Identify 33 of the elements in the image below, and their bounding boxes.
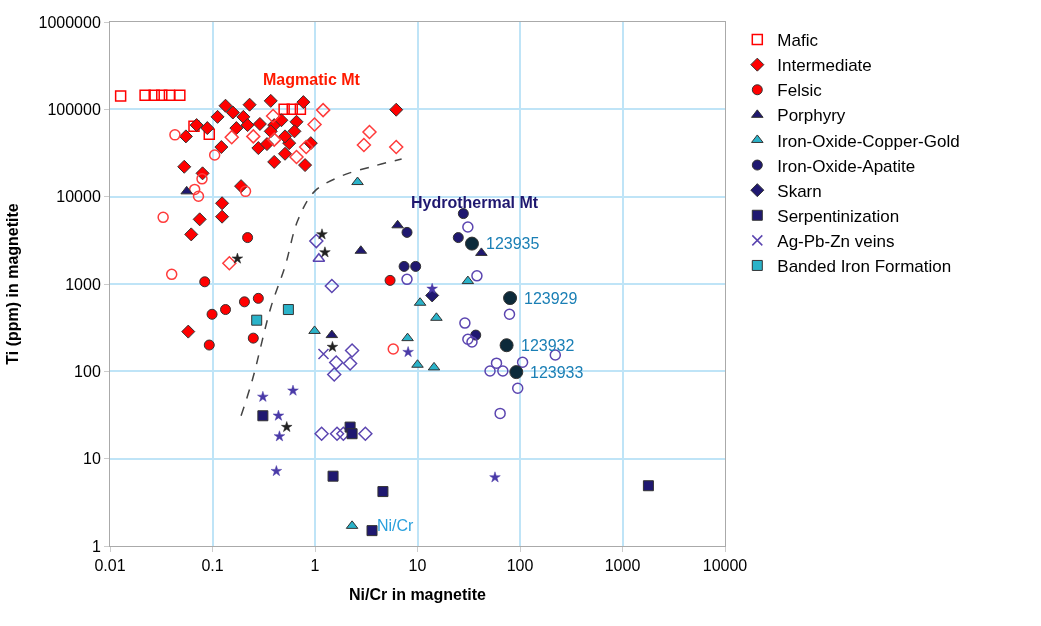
y-tick-label: 10 (83, 450, 101, 468)
x-tick-label: 0.01 (94, 557, 126, 575)
annotation: 123929 (524, 290, 578, 307)
x-tick-label: 10 (408, 557, 427, 575)
legend-label: Iron-Oxide-Apatite (777, 156, 916, 176)
y-tick-label: 100 (74, 362, 101, 380)
annotation: Magmatic Mt (263, 71, 361, 88)
y-tick-label: 1000000 (38, 13, 101, 31)
annotation: 123932 (521, 337, 575, 354)
annotation: Hydrothermal Mt (411, 194, 539, 211)
legend-label: Felsic (777, 81, 823, 101)
x-tick-label: 1 (310, 557, 320, 575)
legend-label: Intermediate (777, 56, 872, 76)
y-tick-label: 10000 (56, 188, 101, 206)
x-tick-label: 0.1 (201, 557, 224, 575)
annotation: 123933 (530, 364, 584, 381)
annotation: Ni/Cr (377, 517, 415, 534)
legend-label: Skarn (777, 181, 822, 201)
y-tick-label: 1000 (65, 275, 101, 293)
x-axis-title: Ni/Cr in magnetite (349, 585, 487, 603)
legend-label: Banded Iron Formation (777, 257, 952, 277)
annotation: 123935 (486, 235, 540, 252)
y-tick-label: 1 (91, 537, 101, 555)
y-tick-label: 100000 (47, 100, 101, 118)
legend-label: Porphyry (777, 106, 846, 126)
x-tick-label: 10000 (702, 557, 748, 575)
legend-label: Ag-Pb-Zn veins (777, 231, 895, 251)
legend-label: Serpentinization (777, 206, 900, 226)
legend-label: Mafic (777, 31, 819, 51)
legend-label: Iron-Oxide-Copper-Gold (777, 131, 960, 151)
x-tick-label: 100 (506, 557, 534, 575)
x-tick-label: 1000 (604, 557, 641, 575)
y-axis-title: Ti (ppm) in magnetite (4, 203, 22, 365)
